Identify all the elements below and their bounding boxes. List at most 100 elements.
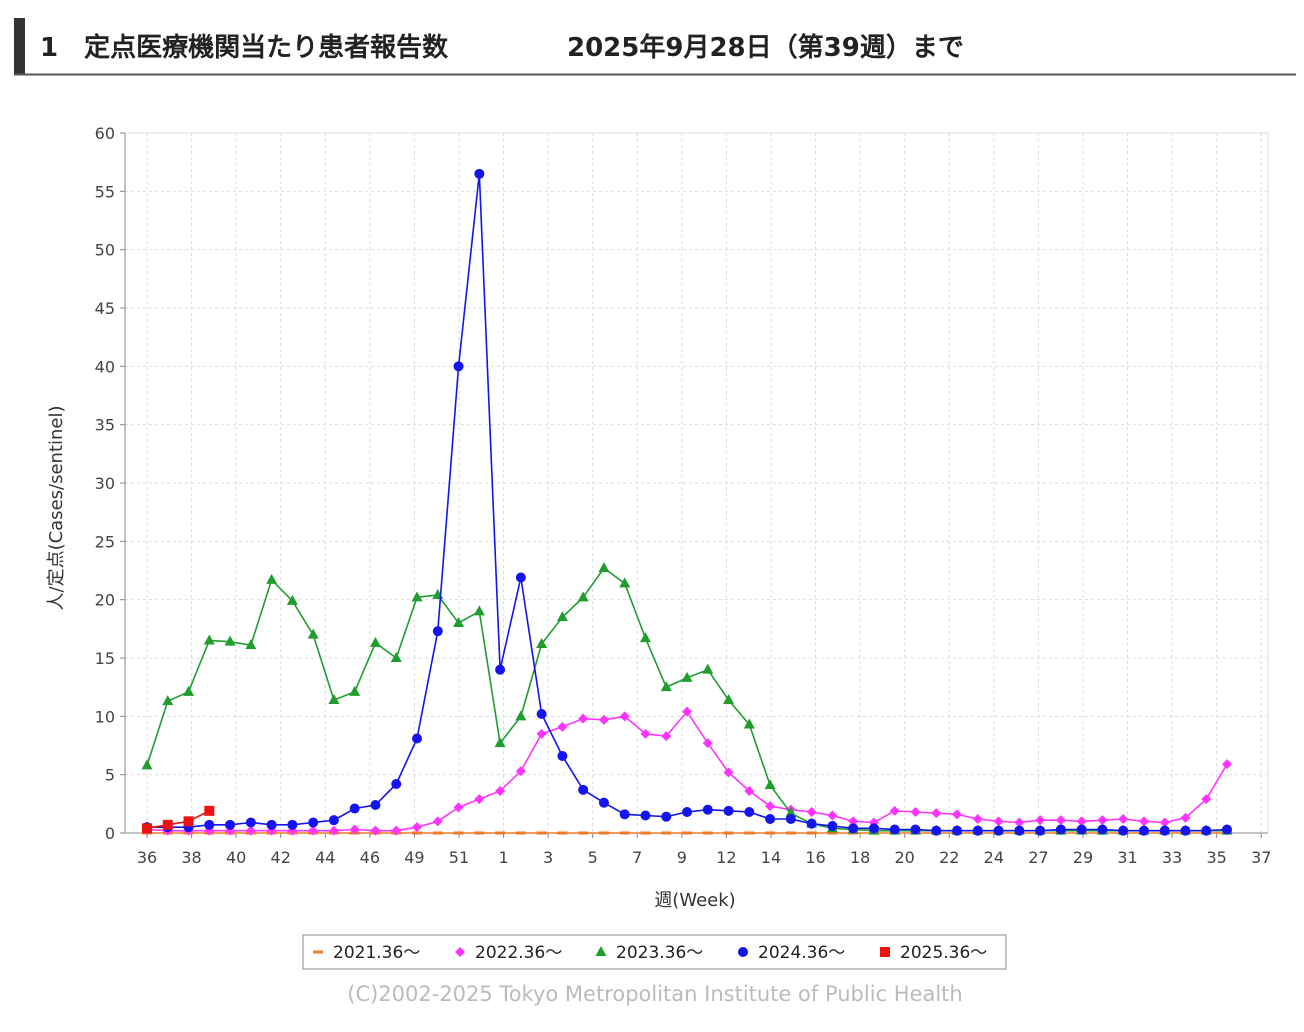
point — [1014, 817, 1025, 828]
point — [723, 831, 734, 835]
point — [1076, 816, 1087, 827]
point — [681, 671, 693, 682]
point — [682, 807, 693, 817]
point — [453, 361, 464, 372]
point — [952, 825, 963, 836]
y-tick-label: 40 — [95, 357, 115, 376]
point — [619, 831, 630, 835]
y-tick-label: 5 — [105, 766, 115, 785]
point — [723, 805, 734, 816]
point — [495, 664, 506, 675]
point — [1159, 817, 1170, 828]
point — [1076, 824, 1087, 835]
point — [432, 626, 443, 637]
point — [412, 733, 423, 744]
point — [536, 709, 547, 719]
point — [245, 825, 256, 836]
point — [287, 819, 298, 830]
point — [515, 710, 527, 721]
chart-title: 1 定点医療機関当たり患者報告数 — [40, 32, 449, 63]
point — [1035, 825, 1046, 836]
point — [1118, 825, 1129, 836]
point — [578, 713, 589, 724]
point — [225, 819, 236, 830]
point — [370, 825, 381, 836]
point — [536, 638, 548, 648]
point — [286, 594, 298, 605]
point — [369, 636, 381, 647]
point — [743, 718, 755, 729]
point — [328, 825, 339, 836]
x-tick-label: 49 — [404, 848, 424, 867]
point — [473, 605, 485, 616]
legend-label: 2021.36～ — [333, 943, 420, 963]
point — [495, 786, 506, 796]
point — [702, 663, 714, 674]
point — [993, 816, 1004, 827]
point — [536, 831, 547, 835]
chart-subtitle: 2025年9月28日（第39週）まで — [567, 32, 964, 63]
point — [827, 810, 838, 821]
point — [880, 947, 890, 957]
point — [495, 831, 506, 835]
point — [723, 694, 735, 704]
x-tick-label: 33 — [1162, 848, 1182, 867]
point — [1055, 824, 1066, 835]
point — [785, 814, 796, 824]
point — [952, 809, 963, 820]
x-tick-label: 18 — [850, 848, 870, 867]
point — [640, 831, 651, 835]
series — [142, 706, 1233, 836]
point — [349, 803, 360, 814]
y-tick-label: 0 — [105, 824, 115, 843]
point — [1138, 825, 1149, 836]
point — [370, 800, 381, 810]
x-tick-label: 37 — [1251, 848, 1271, 867]
point — [557, 721, 568, 732]
point — [142, 823, 152, 834]
point — [972, 825, 983, 836]
x-tick-label: 20 — [895, 848, 915, 867]
point — [162, 695, 174, 706]
point — [848, 816, 859, 827]
point — [598, 714, 609, 725]
point — [474, 831, 485, 835]
point — [661, 831, 672, 835]
x-tick-label: 22 — [939, 848, 959, 867]
y-tick-label: 15 — [95, 649, 115, 668]
point — [162, 819, 173, 830]
point — [245, 639, 257, 650]
point — [765, 831, 776, 835]
point — [682, 706, 693, 717]
point — [453, 802, 464, 813]
point — [1159, 825, 1170, 836]
point — [349, 685, 361, 696]
x-tick-label: 51 — [449, 848, 469, 867]
y-axis-title: 人/定点(Cases/sentinel) — [46, 405, 67, 610]
point — [474, 794, 485, 805]
point — [931, 825, 942, 836]
point — [474, 168, 485, 179]
point — [557, 831, 568, 835]
point — [1014, 825, 1025, 836]
point — [183, 816, 194, 827]
point — [556, 611, 568, 622]
point — [224, 635, 236, 646]
legend-label: 2022.36～ — [475, 943, 562, 963]
point — [972, 814, 983, 824]
point — [744, 807, 755, 817]
point — [889, 805, 900, 816]
point — [412, 831, 423, 835]
point — [1138, 816, 1149, 827]
point — [889, 824, 900, 835]
point — [848, 823, 859, 834]
point — [931, 808, 942, 819]
point — [827, 821, 838, 831]
point — [308, 825, 319, 836]
point — [702, 738, 713, 749]
x-tick-label: 46 — [360, 848, 380, 867]
point — [598, 797, 609, 808]
point — [738, 947, 748, 957]
point — [806, 807, 817, 817]
